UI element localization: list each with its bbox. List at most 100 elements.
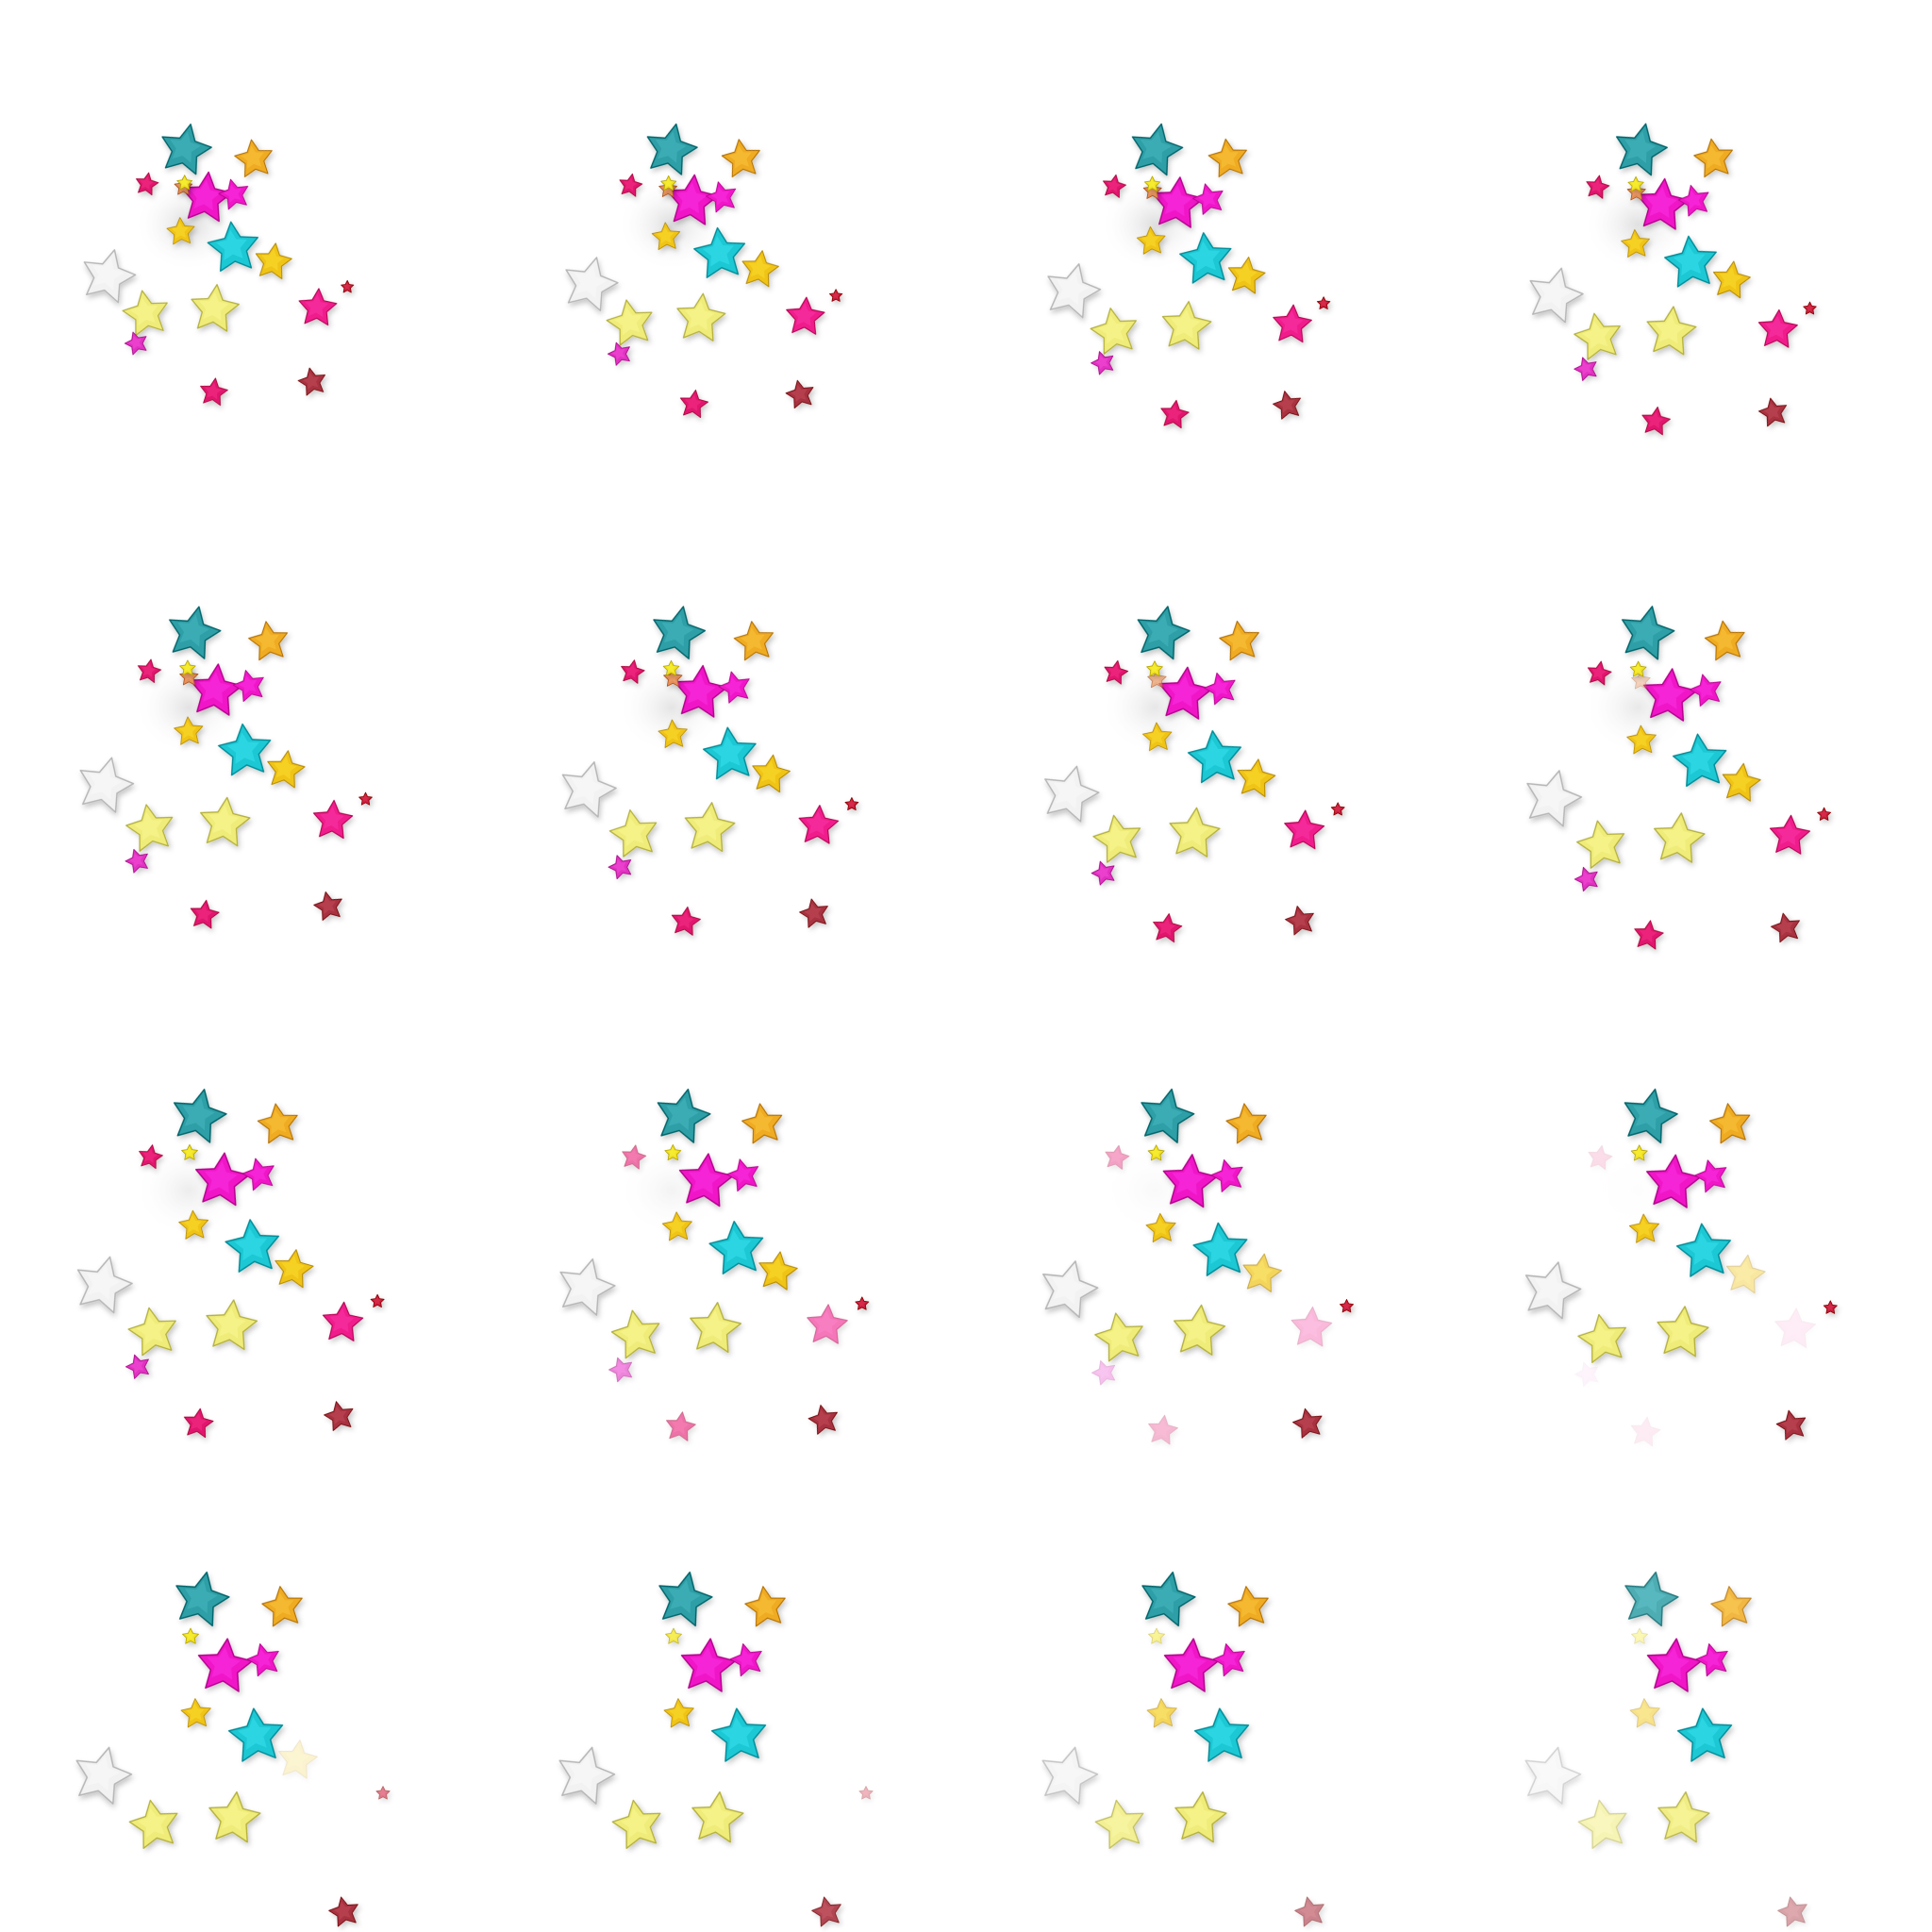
gold-star-small	[166, 217, 195, 245]
red-star-tiny	[1823, 1300, 1838, 1314]
brown-red-star	[1272, 391, 1302, 420]
magenta-star-small	[218, 178, 249, 210]
brown-red-star	[1285, 906, 1314, 936]
frame-canvas-2	[565, 123, 843, 418]
cyan-star-large	[225, 1219, 280, 1273]
crimson-star	[671, 906, 701, 936]
gold-star-small	[1141, 722, 1173, 752]
orange-star	[1227, 1586, 1269, 1627]
gold-star	[278, 1740, 318, 1779]
hotpink-star	[1291, 1306, 1333, 1347]
white-star-large	[565, 257, 619, 312]
teal-star-large	[657, 1089, 711, 1143]
magenta-star-small	[729, 1643, 762, 1677]
gold-star-tiny	[1146, 660, 1163, 677]
magenta-star-large	[680, 1638, 737, 1692]
animation-frame-3	[966, 0, 1449, 483]
burst-glow	[1100, 1143, 1209, 1238]
hotpink-star	[1769, 814, 1811, 855]
gold-star	[1726, 1254, 1766, 1294]
gold-star-small	[1146, 1698, 1177, 1728]
orange-star	[248, 621, 289, 661]
hotpink-star	[798, 805, 840, 844]
brown-red-star	[808, 1404, 838, 1435]
gold-star-tiny	[1143, 175, 1161, 192]
magenta-star-small	[1694, 1159, 1727, 1193]
frame-canvas-12	[1524, 1088, 1838, 1447]
crimson-star	[1634, 920, 1664, 950]
red-star-tiny	[828, 289, 843, 302]
frame-canvas-13	[75, 1571, 391, 1927]
cyan-star-large	[1179, 232, 1232, 284]
white-star-large	[1041, 1746, 1099, 1805]
brown-red-star	[1757, 397, 1788, 427]
teal-star-large	[173, 1089, 227, 1143]
pale-yellow-star	[611, 1799, 661, 1849]
gold-star	[1712, 260, 1751, 299]
brown-red-star	[785, 379, 814, 409]
animation-frame-15	[966, 1449, 1449, 1932]
pink-star-tiny	[1574, 1361, 1599, 1388]
gold-star-tiny	[179, 659, 196, 676]
white-star-large	[1042, 1260, 1099, 1319]
animation-frame-12	[1449, 966, 1932, 1449]
brown-red-star	[313, 891, 342, 921]
crimson-star	[1153, 913, 1183, 943]
salmon-star-tiny	[1631, 670, 1651, 690]
pink-star-tiny	[125, 1354, 149, 1379]
cyan-star-large	[1675, 1223, 1731, 1277]
orange-star	[1208, 138, 1247, 178]
cyan-star-large	[217, 723, 272, 776]
hotpink-star	[312, 799, 354, 840]
pale-yellow-star-2	[1646, 306, 1697, 356]
white-star-large	[83, 249, 137, 304]
teal-star-large	[1137, 606, 1191, 660]
hotpink-star	[786, 296, 825, 335]
red-star-tiny	[844, 797, 859, 811]
teal-star-large	[1141, 1571, 1196, 1627]
brown-red-star	[328, 1896, 358, 1927]
gold-star	[275, 1249, 314, 1289]
orange-star	[1225, 1103, 1267, 1144]
cyan-star-large	[1187, 730, 1241, 784]
teal-star-large	[161, 124, 212, 175]
red-star-tiny	[358, 791, 373, 806]
pale-yellow-star-2	[191, 284, 240, 332]
white-star-large	[1529, 267, 1584, 324]
pale-yellow-star	[1092, 814, 1141, 863]
frame-canvas-10	[559, 1089, 870, 1441]
cyan-star-large	[1672, 733, 1727, 788]
gold-star-small	[663, 1698, 694, 1728]
hotpink-star	[807, 1304, 848, 1344]
orange-star	[1219, 620, 1259, 661]
frame-canvas-14	[558, 1571, 874, 1927]
crimson-star-small	[1103, 174, 1126, 198]
gold-star-small	[1136, 225, 1166, 255]
pale-yellow-star	[606, 299, 653, 346]
pale-yellow-star-2	[200, 796, 251, 847]
magenta-star-small	[1212, 1643, 1245, 1677]
crimson-star-small	[1588, 1144, 1613, 1171]
pale-yellow-star-2	[1654, 812, 1706, 863]
animation-frame-10	[483, 966, 966, 1449]
pale-yellow-star	[608, 808, 658, 858]
animation-frame-11	[966, 966, 1449, 1449]
white-star-large	[1047, 263, 1102, 319]
brown-red-star	[811, 1896, 841, 1927]
pale-yellow-star-2	[690, 1302, 742, 1354]
hotpink-star	[1284, 809, 1325, 850]
pale-yellow-star	[122, 290, 168, 337]
teal-star-large	[1624, 1571, 1679, 1627]
cyan-star-large	[1192, 1222, 1248, 1276]
magenta-star-small	[1677, 184, 1709, 217]
gold-star	[741, 250, 779, 288]
magenta-star-small	[246, 1643, 279, 1677]
pale-yellow-star-2	[1657, 1306, 1709, 1357]
pale-yellow-star-2	[676, 292, 726, 341]
cyan-star-large	[1664, 235, 1717, 288]
magenta-star-small	[1204, 672, 1236, 706]
gold-star-tiny	[660, 175, 677, 192]
cyan-star-large	[1193, 1707, 1250, 1762]
gold-star-tiny	[1631, 1627, 1648, 1644]
